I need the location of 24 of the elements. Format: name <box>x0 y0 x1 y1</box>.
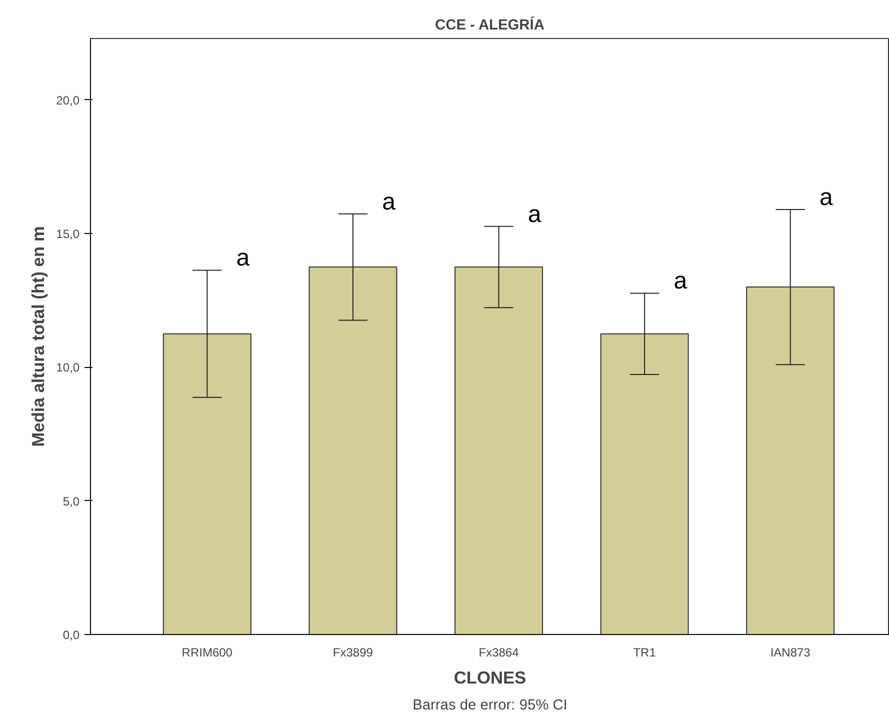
annotation: a <box>674 268 688 295</box>
bar <box>454 266 543 634</box>
bar <box>600 333 689 634</box>
x-tick-label: Fx3899 <box>332 646 374 660</box>
bar <box>746 286 835 634</box>
annotation: a <box>382 188 396 216</box>
bar <box>162 333 252 634</box>
y-tick-label: 20,0 <box>56 93 80 108</box>
y-tick-label: 5,0 <box>62 494 80 508</box>
text: Barras de error: 95% CI <box>412 698 568 714</box>
x-tick-label: TR1 <box>633 646 656 660</box>
chart-title: CCE - ALEGRÍA <box>435 16 545 34</box>
x-tick-label: IAN873 <box>770 646 811 660</box>
x-tick-label: RRIM600 <box>182 646 233 660</box>
y-axis-title: Media altura total (ht) en m <box>28 226 48 447</box>
annotation: a <box>236 244 250 272</box>
x-axis-title: CLONES <box>454 668 526 688</box>
y-tick-label: 15,0 <box>56 227 80 242</box>
y-tick-label: 10,0 <box>56 360 80 375</box>
x-tick-label: Fx3864 <box>478 646 520 660</box>
bar <box>308 266 398 634</box>
y-tick-label: 0,0 <box>62 628 80 642</box>
annotation: a <box>820 184 834 212</box>
annotation: a <box>528 200 542 228</box>
